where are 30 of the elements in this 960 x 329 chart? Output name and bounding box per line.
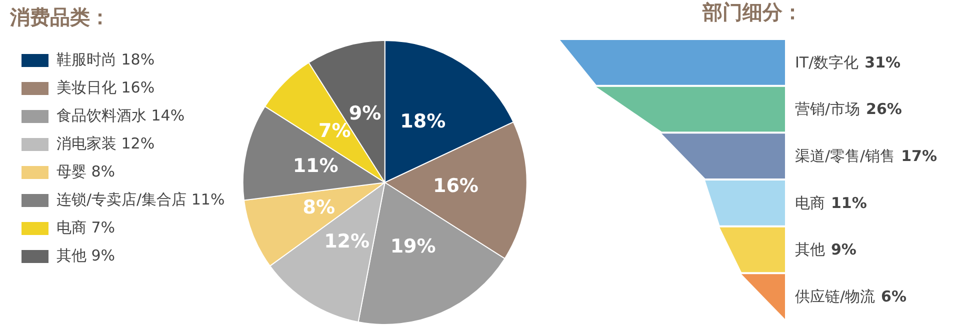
data-label: 7% [318,120,351,142]
category-label: 电商 [795,194,825,212]
data-label: 16% [432,174,478,197]
legend-label: 其他 9% [56,246,116,264]
legend-label: 连锁/专卖店/集合店 11% [56,190,225,208]
category-label: 供应链/物流 [795,287,876,306]
category-label: 营销/市场 [795,100,860,118]
legend-label: 美妆日化 16% [56,78,155,96]
data-label: 19% [390,236,436,258]
data-label: 11% [292,154,338,177]
data-label: 17% [901,146,938,165]
category-label: IT/数字化 [795,53,859,72]
data-label: 31% [864,53,901,72]
legend-label: 电商 7% [56,218,116,236]
data-label: 26% [866,100,902,118]
legend-label: 食品饮料酒水 14% [56,106,185,124]
category-label: 其他 [795,240,825,259]
category-label: 渠道/零售/销售 [795,146,896,165]
data-label: 18% [400,110,446,132]
data-label: 12% [324,230,370,252]
data-label: 8% [302,196,335,219]
legend-label: 母婴 8% [56,162,116,180]
data-label: 6% [881,287,907,306]
data-label: 11% [831,194,867,212]
data-label: 9% [831,240,856,259]
legend-label: 鞋服时尚 18% [56,50,155,68]
data-label: 9% [348,102,382,124]
chart-title: 消费品类： [10,4,110,30]
legend-label: 消电家装 12% [56,134,155,152]
text: 部门细分： [702,0,802,24]
